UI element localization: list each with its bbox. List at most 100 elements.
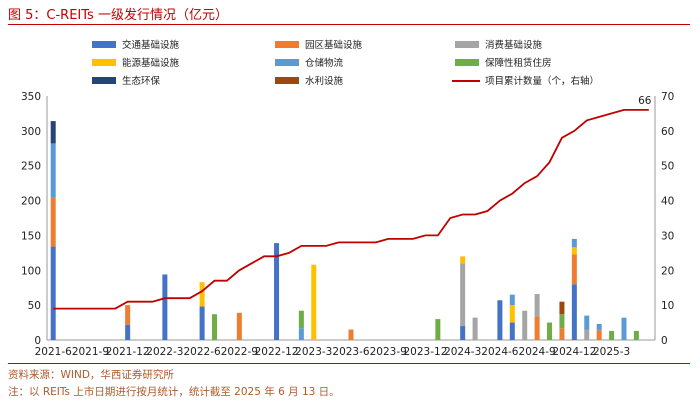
- x-axis-tick-label: 2023-12: [404, 346, 448, 358]
- bar-segment: [534, 316, 540, 340]
- bar-segment: [609, 330, 615, 340]
- bar-segment: [571, 238, 577, 248]
- legend-label-eco: 生态环保: [122, 76, 161, 87]
- legend-swatch-park: [275, 41, 299, 48]
- bar-segment: [547, 322, 553, 340]
- bar-segment: [571, 254, 577, 285]
- legend-swatch-water: [275, 77, 299, 84]
- left-axis-tick-label: 100: [21, 265, 41, 277]
- legend-label-transport: 交通基础设施: [122, 40, 180, 51]
- bar-segment: [584, 315, 590, 330]
- legend-line-cumulative: [452, 80, 480, 82]
- legend-swatch-eco: [92, 77, 116, 84]
- legend-label-warehouse: 仓储物流: [305, 58, 344, 69]
- right-axis-tick-label: 70: [661, 91, 674, 103]
- x-axis-tick-label: 2022-9: [221, 346, 258, 358]
- legend-swatch-housing: [455, 59, 479, 66]
- legend-swatch-consumption: [455, 41, 479, 48]
- bar-segment: [50, 246, 56, 340]
- source-note: 资料来源：WIND，华西证券研究所: [8, 369, 174, 381]
- footer-divider: [8, 363, 690, 364]
- bar-segment: [274, 243, 280, 340]
- bar-segment: [497, 300, 503, 340]
- left-axis-tick-label: 0: [34, 335, 41, 347]
- bar-segment: [522, 310, 528, 340]
- line-end-data-label: 66: [638, 95, 652, 107]
- bar-segment: [435, 319, 441, 340]
- left-axis-tick-label: 300: [21, 126, 41, 138]
- x-axis-tick-label: 2021-9: [72, 346, 109, 358]
- x-axis-tick-label: 2024-12: [552, 346, 596, 358]
- bar-segment: [571, 247, 577, 255]
- bar-segment: [298, 328, 304, 340]
- left-axis-tick-label: 150: [21, 230, 41, 242]
- left-axis-tick-label: 200: [21, 196, 41, 208]
- bar-segment: [460, 263, 466, 327]
- bar-segment: [460, 326, 466, 340]
- right-axis-tick-label: 20: [661, 265, 674, 277]
- cumulative-line: [53, 109, 649, 310]
- bar-segment: [199, 306, 205, 340]
- right-axis-tick-label: 10: [661, 300, 674, 312]
- legend-label-consumption: 消费基础设施: [485, 40, 543, 51]
- bar-segment: [460, 256, 466, 264]
- chart-bars: [50, 121, 639, 340]
- bar-segment: [509, 322, 515, 340]
- left-axis-tick-label: 250: [21, 161, 41, 173]
- figure-title: 图 5：C-REITs 一级发行情况（亿元）: [8, 8, 228, 23]
- x-axis-tick-label: 2022-3: [146, 346, 183, 358]
- left-axis-tick-label: 350: [21, 91, 41, 103]
- bar-segment: [311, 264, 317, 340]
- legend-label-energy: 能源基础设施: [122, 58, 180, 69]
- x-axis-tick-label: 2022-6: [184, 346, 222, 358]
- x-axis-tick-label: 2024-9: [519, 346, 556, 358]
- right-axis-tick-label: 40: [661, 196, 674, 208]
- x-axis-tick-label: 2025-3: [593, 346, 630, 358]
- legend-swatch-warehouse: [275, 59, 299, 66]
- legend-label-water: 水利设施: [305, 76, 344, 87]
- right-axis-tick-label: 0: [661, 335, 668, 347]
- bar-segment: [596, 323, 602, 331]
- legend-swatch-energy: [92, 59, 116, 66]
- x-axis-tick-label: 2023-9: [370, 346, 407, 358]
- footnote: 注：以 REITs 上市日期进行按月统计，统计截至 2025 年 6 月 13 …: [8, 386, 340, 398]
- bar-segment: [559, 314, 565, 329]
- bar-segment: [199, 282, 205, 307]
- bar-segment: [125, 305, 131, 325]
- left-axis-tick-label: 50: [28, 300, 41, 312]
- right-axis-tick-label: 60: [661, 126, 674, 138]
- bar-segment: [571, 284, 577, 340]
- x-axis-tick-label: 2022-12: [255, 346, 299, 358]
- x-axis-tick-label: 2021-6: [35, 346, 73, 358]
- right-axis-tick-label: 30: [661, 230, 674, 242]
- chart-labels: 0 50 100 150 200 250 300 350 0 10 20 30 40 50 60 70 2021…: [21, 91, 674, 358]
- bar-segment: [472, 317, 478, 340]
- legend: 交通基础设施 园区基础设施 消费基础设施 能源基础设施 仓储物流 保障性租赁住房…: [0, 0, 700, 100]
- bar-segment: [509, 294, 515, 306]
- bar-segment: [633, 330, 639, 340]
- legend-label-cumulative: 项目累计数量（个，右轴）: [485, 76, 600, 87]
- title-divider: [8, 24, 690, 25]
- x-axis-tick-label: 2023-3: [295, 346, 332, 358]
- bar-segment: [559, 301, 565, 315]
- bar-segment: [236, 312, 242, 340]
- legend-swatch-transport: [92, 41, 116, 48]
- bar-segment: [50, 197, 56, 247]
- bar-segment: [298, 310, 304, 329]
- bar-segment: [125, 324, 131, 340]
- bar-segment: [559, 328, 565, 340]
- legend-label-park: 园区基础设施: [305, 40, 363, 51]
- bar-segment: [509, 305, 515, 323]
- bar-segment: [534, 293, 540, 317]
- legend-label-housing: 保障性租赁住房: [485, 58, 552, 69]
- bar-segment: [162, 274, 168, 340]
- x-axis-tick-label: 2021-12: [106, 346, 150, 358]
- bar-segment: [348, 329, 354, 340]
- bar-segment: [621, 317, 627, 340]
- chart-line: [53, 109, 649, 310]
- bar-segment: [596, 330, 602, 340]
- x-axis-tick-label: 2024-6: [481, 346, 519, 358]
- right-axis-tick-label: 50: [661, 161, 674, 173]
- bar-segment: [584, 329, 590, 340]
